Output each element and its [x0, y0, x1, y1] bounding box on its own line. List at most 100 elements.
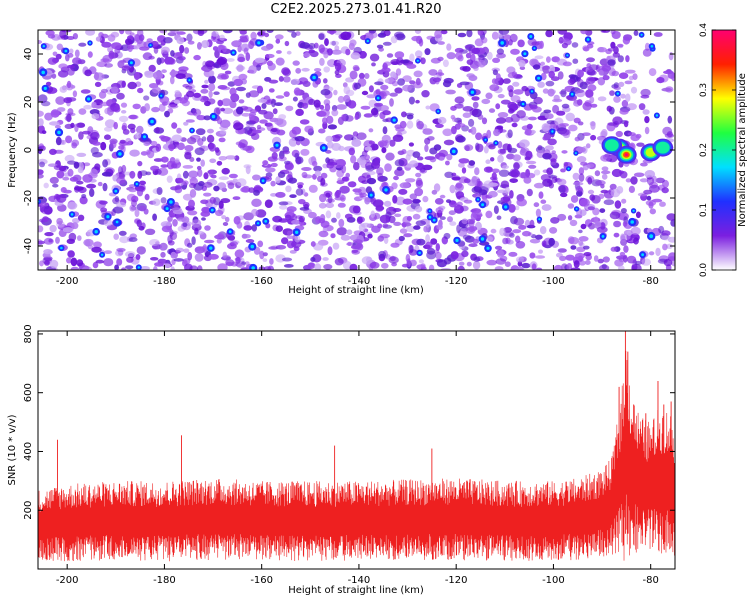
heatmap-cell — [470, 126, 477, 135]
heatmap-cell — [82, 130, 91, 135]
heatmap-cell — [45, 30, 55, 36]
heatmap-cell — [481, 37, 488, 44]
heatmap-cell — [477, 59, 486, 68]
heatmap-cell — [420, 263, 426, 269]
heatmap-cell — [236, 106, 244, 115]
heatmap-cell — [121, 65, 131, 71]
heatmap-cell — [646, 176, 655, 186]
heatmap-cell — [391, 61, 399, 65]
heatmap-cell — [514, 266, 524, 270]
heatmap-y-ticks: -40 -20 0 20 40 — [23, 48, 675, 254]
heatmap-cell — [488, 108, 496, 113]
heatmap-cell — [308, 184, 318, 193]
heatmap-cell — [193, 54, 201, 61]
heatmap-cell — [197, 42, 202, 50]
heatmap-cell — [112, 206, 124, 214]
heatmap-cell — [463, 178, 471, 184]
heatmap-cell — [137, 170, 143, 179]
heatmap-cell — [513, 162, 520, 171]
heatmap-cell — [642, 48, 652, 57]
heatmap-cell — [526, 188, 533, 197]
heatmap-cell — [161, 225, 173, 233]
heatmap-cell — [642, 109, 650, 115]
heatmap-cell — [408, 249, 418, 256]
heatmap-cell — [535, 267, 543, 270]
heatmap-cell — [518, 224, 527, 230]
heatmap-cell — [523, 52, 527, 56]
heatmap-cell — [587, 177, 593, 185]
heatmap-cell — [278, 156, 287, 162]
heatmap-feature — [655, 141, 670, 154]
heatmap-cell — [470, 90, 475, 94]
heatmap-cell — [610, 246, 617, 252]
heatmap-cell — [143, 95, 150, 101]
heatmap-cell — [475, 143, 484, 153]
heatmap-cell — [206, 134, 215, 143]
heatmap-cell — [129, 114, 138, 120]
heatmap-cell — [199, 246, 208, 252]
heatmap-cell — [50, 109, 60, 118]
heatmap-cell — [598, 193, 605, 199]
heatmap-cell — [393, 221, 402, 226]
heatmap-cell — [98, 91, 107, 99]
heatmap-cell — [332, 159, 344, 169]
heatmap-cell — [358, 72, 365, 80]
heatmap-cell — [184, 152, 192, 160]
heatmap-cell — [405, 154, 411, 161]
heatmap-cell — [190, 129, 194, 132]
heatmap-cell — [77, 235, 82, 241]
heatmap-cell — [567, 78, 575, 86]
heatmap-cell — [334, 45, 340, 52]
heatmap-cell — [325, 210, 332, 219]
heatmap-cell — [142, 52, 153, 61]
heatmap-cell — [667, 115, 673, 124]
heatmap-cell — [199, 95, 209, 103]
heatmap-cell — [204, 239, 215, 244]
heatmap-cell — [567, 203, 575, 209]
heatmap-cell — [454, 96, 465, 104]
heatmap-cell — [626, 255, 637, 264]
heatmap-cell — [200, 88, 209, 94]
heatmap-cell — [519, 139, 530, 148]
heatmap-cell — [486, 129, 492, 139]
heatmap-cell — [157, 35, 166, 44]
heatmap-cell — [587, 206, 595, 211]
heatmap-cell — [66, 64, 76, 69]
heatmap-cell — [52, 183, 59, 188]
heatmap-cell — [136, 125, 144, 134]
heatmap-cell — [182, 222, 188, 227]
heatmap-cell — [548, 237, 555, 247]
heatmap-cell — [185, 85, 193, 90]
heatmap-cell — [483, 145, 489, 154]
heatmap-cell — [42, 216, 49, 223]
heatmap-cell — [167, 216, 173, 222]
heatmap-cell — [209, 158, 217, 164]
heatmap-cell — [630, 134, 640, 142]
heatmap-cell — [66, 113, 72, 123]
heatmap-cell — [580, 161, 588, 166]
heatmap-cell — [399, 228, 408, 234]
heatmap-cell — [284, 160, 291, 165]
heatmap-cell — [570, 195, 579, 203]
heatmap-cell — [578, 167, 585, 175]
heatmap-cell — [508, 251, 518, 257]
heatmap-cell — [319, 57, 325, 66]
heatmap-cell — [212, 46, 219, 51]
heatmap-cell — [78, 42, 87, 47]
heatmap-cell — [81, 266, 93, 270]
heatmap-cell — [361, 256, 373, 265]
heatmap-cell — [272, 215, 283, 223]
heatmap-cell — [150, 119, 154, 124]
heatmap-cell — [374, 81, 384, 86]
heatmap-cell — [342, 176, 350, 182]
heatmap-cell — [376, 167, 384, 176]
heatmap-cell — [232, 196, 241, 201]
heatmap-cell — [136, 219, 142, 228]
heatmap-cell — [82, 174, 93, 183]
snr-x-axis-label: Height of straight line (km) — [288, 585, 424, 596]
heatmap-cell — [596, 226, 608, 233]
heatmap-cell — [598, 69, 604, 76]
heatmap-cell — [573, 260, 580, 268]
heatmap-cell — [450, 251, 459, 260]
heatmap-cell — [298, 77, 309, 85]
